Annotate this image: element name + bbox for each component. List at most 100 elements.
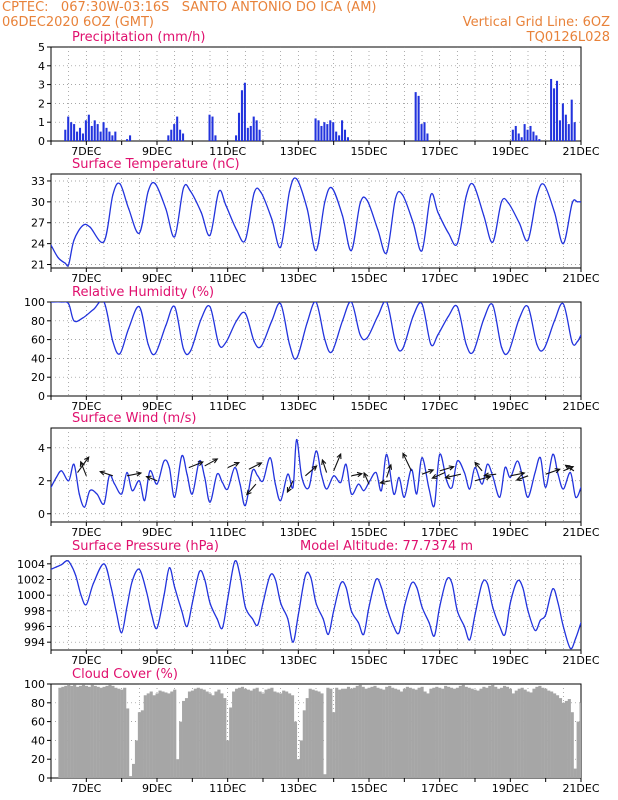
precip-bar xyxy=(329,120,332,141)
x-tick-label: 19DEC xyxy=(492,526,529,539)
rh-data-point xyxy=(68,303,70,305)
cloud-bar xyxy=(61,686,65,778)
rh-data-point xyxy=(119,353,121,355)
cloud-bar xyxy=(426,693,430,778)
precip-bar xyxy=(167,135,170,141)
wind-data-point xyxy=(121,493,123,495)
precip-bar xyxy=(126,139,129,141)
cloud-bar xyxy=(93,685,97,778)
wind-data-point xyxy=(320,473,322,475)
x-tick-label: 11DEC xyxy=(209,526,246,539)
press-data-point xyxy=(463,625,465,628)
rh-data-point xyxy=(324,339,326,341)
rh-data-point xyxy=(209,306,211,308)
temp-data-point xyxy=(57,256,59,259)
press-data-point xyxy=(527,610,529,612)
precip-bar xyxy=(346,137,349,141)
press-data-point xyxy=(410,582,412,585)
cloud-bar xyxy=(126,708,130,778)
rh-data-point xyxy=(315,302,317,303)
wind-data-point xyxy=(569,471,572,474)
temp-data-point xyxy=(331,187,333,189)
wind-vector-head xyxy=(554,468,561,474)
precip-bar xyxy=(96,124,99,141)
y-tick-label: 80 xyxy=(31,697,45,710)
cloud-bar xyxy=(255,687,259,778)
cloud-bar xyxy=(108,684,112,778)
precip-bar xyxy=(338,135,341,141)
temp-data-point xyxy=(500,201,503,203)
cloud-bar xyxy=(470,688,474,778)
wind-vector xyxy=(145,475,158,482)
x-tick-label: 19DEC xyxy=(492,400,529,413)
wind-data-point xyxy=(103,503,105,505)
cloud-bar xyxy=(370,686,374,778)
wind-vector-shaft xyxy=(545,468,560,475)
precip-bar xyxy=(341,120,344,141)
press-data-point xyxy=(481,582,483,585)
rh-data-point xyxy=(421,303,423,305)
wind-data-point xyxy=(499,496,501,498)
wind-data-point xyxy=(545,486,547,488)
cloud-bar xyxy=(296,759,300,778)
press-data-point xyxy=(386,606,388,608)
rh-data-point xyxy=(386,302,388,303)
rh-data-point xyxy=(147,343,149,345)
cloud-bar xyxy=(288,693,292,778)
cloud-bar xyxy=(193,688,197,778)
wind-data-point xyxy=(357,483,359,485)
temp-data-point xyxy=(82,224,84,227)
rh-data-point xyxy=(138,306,140,308)
wind-vector xyxy=(564,464,575,472)
wind-vector xyxy=(545,468,561,475)
wind-data-point xyxy=(168,466,170,469)
cloud-bar xyxy=(264,689,268,778)
temp-data-point xyxy=(553,211,556,213)
cloud-bar xyxy=(258,691,262,778)
wind-vector-shaft xyxy=(80,461,87,477)
cloud-bar xyxy=(229,707,233,778)
precip-bar xyxy=(317,120,320,141)
precip-bar xyxy=(520,137,523,141)
cloud-bar xyxy=(553,693,557,778)
cloud-bar xyxy=(588,689,591,778)
temp-data-point xyxy=(165,208,167,210)
wind-data-point xyxy=(174,496,176,498)
wind-vector-shaft xyxy=(188,461,204,469)
cloud-bar xyxy=(349,688,353,778)
wind-data-point xyxy=(274,483,276,485)
precip-bar xyxy=(99,131,102,141)
wind-vector xyxy=(363,471,370,485)
precip-bar xyxy=(561,103,564,141)
cloud-bar xyxy=(405,686,409,778)
rh-data-point xyxy=(225,341,227,344)
cloud-bar xyxy=(290,695,295,778)
y-tick-label: 20 xyxy=(31,371,45,384)
x-tick-label: 21DEC xyxy=(562,145,599,158)
precip-bar xyxy=(73,124,76,141)
press-data-point xyxy=(156,627,158,629)
cloud-bar xyxy=(140,710,144,778)
wind-vector-head xyxy=(564,464,571,470)
wind-data-point xyxy=(539,457,541,459)
y-tick-label: 0 xyxy=(38,772,45,785)
cloud-bar xyxy=(411,688,415,778)
cloud-bar xyxy=(373,685,377,778)
wind-vector-head xyxy=(485,475,492,481)
press-data-point xyxy=(126,606,128,608)
cloud-bar xyxy=(170,691,174,778)
rh-data-point xyxy=(51,302,52,303)
precip-bar xyxy=(67,116,70,141)
cloud-bar xyxy=(491,684,495,778)
rh-data-point xyxy=(412,315,414,317)
press-data-point xyxy=(433,635,435,637)
rh-data-point xyxy=(189,350,192,352)
press-data-point xyxy=(234,560,236,563)
temp-data-point xyxy=(112,194,114,196)
wind-data-point xyxy=(78,493,80,495)
x-tick-label: 7DEC xyxy=(71,400,101,413)
cloud-bar xyxy=(591,690,594,778)
rh-data-point xyxy=(576,340,579,343)
cloud-bar xyxy=(452,688,457,778)
wind-vector-shaft xyxy=(439,466,454,472)
